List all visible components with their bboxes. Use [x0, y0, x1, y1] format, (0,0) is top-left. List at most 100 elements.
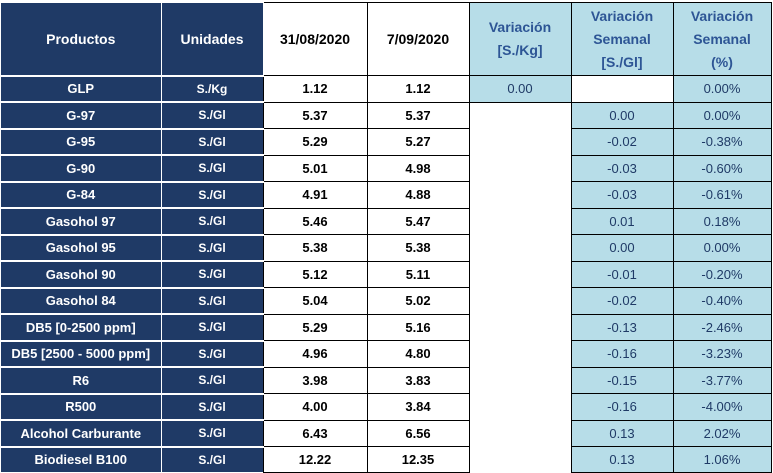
unit-cell: S./Gl — [161, 180, 263, 208]
variation-weekly-cell: 0.13 — [570, 419, 674, 447]
price-date-2-cell: 4.88 — [366, 181, 470, 209]
variation-percent-cell: -4.00% — [672, 393, 772, 421]
header-variacion-semanal: Variación Semanal [S./Gl] — [570, 2, 674, 76]
table-header-row: Productos Unidades 31/08/2020 7/09/2020 … — [1, 2, 772, 76]
variation-kg-cell — [469, 287, 571, 314]
header-variacion-porcentaje: Variación Semanal (%) — [672, 2, 772, 76]
product-name-cell: G-84 — [1, 180, 162, 208]
table-row: G-95 S./Gl 5.29 5.27 -0.02 -0.38% — [1, 127, 772, 156]
price-date-1-cell: 5.01 — [262, 155, 368, 182]
header-variacion-kg-line2: [S./Kg] — [497, 42, 543, 58]
header-variacion-porcentaje-line2: Semanal — [693, 30, 751, 47]
price-date-1-cell: 12.22 — [262, 446, 368, 473]
product-name-cell: G-90 — [1, 154, 162, 182]
price-date-2-cell: 5.37 — [366, 102, 470, 129]
product-name-cell: Gasohol 90 — [1, 260, 162, 288]
table-row: Gasohol 97 S./Gl 5.46 5.47 0.01 0.18% — [1, 207, 772, 235]
price-date-2-cell: 5.02 — [366, 287, 470, 315]
variation-percent-cell: -0.40% — [672, 287, 772, 315]
price-date-2-cell: 5.47 — [366, 208, 470, 235]
variation-weekly-cell: -0.03 — [570, 154, 674, 182]
variation-percent-cell: 0.18% — [672, 207, 772, 235]
table-row: GLP S./Kg 1.12 1.12 0.00 0.00% — [1, 74, 772, 103]
table-row: Gasohol 95 S./Gl 5.38 5.38 0.00 0.00% — [1, 233, 772, 262]
header-variacion-kg-line1: Variación — [488, 19, 552, 35]
product-name-cell: G-95 — [1, 127, 162, 155]
product-name-cell: R500 — [1, 392, 162, 420]
product-name-cell: Biodiesel B100 — [1, 445, 162, 472]
variation-percent-cell: -0.20% — [672, 260, 772, 288]
variation-weekly-cell: -0.16 — [570, 393, 674, 421]
unit-cell: S./Gl — [161, 233, 263, 261]
variation-percent-cell: -0.60% — [672, 154, 772, 182]
price-date-2-cell: 5.27 — [366, 128, 470, 156]
variation-kg-cell — [469, 128, 571, 155]
header-variacion-porcentaje-line1: Variación — [690, 7, 754, 24]
variation-percent-cell: -0.61% — [672, 181, 772, 209]
price-date-2-cell: 3.84 — [366, 393, 470, 421]
unit-cell: S./Gl — [161, 101, 263, 129]
price-date-1-cell: 6.43 — [262, 420, 368, 447]
price-date-1-cell: 5.29 — [262, 128, 368, 156]
unit-cell: S./Gl — [161, 207, 263, 235]
variation-weekly-cell: -0.13 — [570, 313, 674, 341]
variation-percent-cell: 2.02% — [672, 419, 772, 447]
table-row: Gasohol 84 S./Gl 5.04 5.02 -0.02 -0.40% — [1, 286, 772, 315]
unit-cell: S./Gl — [161, 286, 263, 314]
variation-kg-cell — [469, 208, 571, 235]
unit-cell: S./Kg — [161, 74, 263, 102]
table-row: G-97 S./Gl 5.37 5.37 0.00 0.00% — [1, 101, 772, 129]
price-date-1-cell: 5.29 — [262, 314, 368, 341]
variation-weekly-cell: 0.00 — [570, 101, 674, 129]
price-date-1-cell: 5.12 — [262, 261, 368, 288]
variation-kg-cell — [469, 367, 571, 394]
header-variacion-semanal-line1: Variación — [590, 7, 654, 24]
variation-percent-cell: -3.77% — [672, 366, 772, 394]
header-variacion-semanal-line2: Semanal — [593, 30, 651, 47]
unit-cell: S./Gl — [161, 392, 263, 420]
variation-weekly-cell: -0.01 — [570, 260, 674, 288]
unit-cell: S./Gl — [161, 366, 263, 394]
table-body: GLP S./Kg 1.12 1.12 0.00 0.00% G-97 S./Gl 5.37 5.… — [1, 74, 772, 473]
header-variacion-porcentaje-line3: (%) — [711, 53, 733, 70]
price-date-2-cell: 1.12 — [366, 75, 470, 103]
variation-weekly-cell: 0.00 — [570, 234, 674, 262]
unit-cell: S./Gl — [161, 260, 263, 288]
variation-kg-cell — [469, 261, 571, 288]
variation-kg-cell — [469, 155, 571, 182]
table-row: Biodiesel B100 S./Gl 12.22 12.35 0.13 1.06% — [1, 445, 772, 473]
table-row: DB5 [0-2500 ppm] S./Gl 5.29 5.16 -0.13 -2.46% — [1, 313, 772, 341]
price-date-2-cell: 5.16 — [366, 314, 470, 341]
unit-cell: S./Gl — [161, 419, 263, 447]
variation-weekly-cell: 0.01 — [570, 207, 674, 235]
header-date-2: 7/09/2020 — [366, 2, 470, 76]
variation-weekly-cell: 0.13 — [570, 446, 674, 473]
product-name-cell: R6 — [1, 366, 162, 394]
variation-kg-cell — [469, 420, 571, 447]
unit-cell: S./Gl — [161, 313, 263, 341]
variation-percent-cell: -2.46% — [672, 313, 772, 341]
unit-cell: S./Gl — [161, 154, 263, 182]
variation-percent-cell: 0.00% — [672, 101, 772, 129]
header-date-1: 31/08/2020 — [262, 2, 368, 76]
header-productos: Productos — [1, 2, 162, 76]
variation-kg-cell — [469, 446, 571, 472]
product-name-cell: GLP — [1, 74, 162, 102]
variation-kg-cell — [469, 393, 571, 420]
unit-cell: S./Gl — [161, 339, 263, 367]
table-row: G-90 S./Gl 5.01 4.98 -0.03 -0.60% — [1, 154, 772, 182]
table-row: DB5 [2500 - 5000 ppm] S./Gl 4.96 4.80 -0.16-… — [1, 339, 772, 368]
price-date-1-cell: 4.00 — [262, 393, 368, 421]
price-date-2-cell: 6.56 — [366, 420, 470, 447]
price-date-2-cell: 4.80 — [366, 340, 470, 368]
unit-cell: S./Gl — [161, 127, 263, 155]
price-date-1-cell: 5.37 — [262, 102, 368, 129]
variation-weekly-cell: -0.02 — [570, 287, 674, 315]
variation-kg-cell — [469, 234, 571, 261]
product-name-cell: DB5 [0-2500 ppm] — [1, 313, 162, 341]
table-row: Alcohol Carburante S./Gl 6.43 6.56 0.13 2.02% — [1, 419, 772, 447]
variation-weekly-cell: -0.15 — [570, 366, 674, 394]
price-date-1-cell: 5.04 — [262, 287, 368, 315]
price-date-2-cell: 5.11 — [366, 261, 470, 288]
